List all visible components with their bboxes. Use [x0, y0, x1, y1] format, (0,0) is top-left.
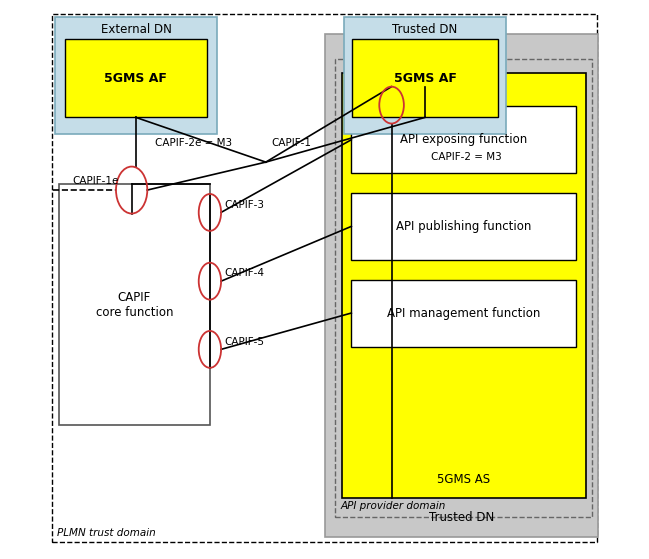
Text: PLMN trust domain: PLMN trust domain [57, 528, 156, 538]
Bar [351, 106, 576, 173]
Bar [324, 34, 598, 537]
Text: CAPIF-2e = M3: CAPIF-2e = M3 [155, 138, 232, 148]
Text: Trusted DN: Trusted DN [429, 511, 494, 524]
Bar [55, 17, 217, 134]
Bar [351, 280, 576, 347]
Text: API exposing function: API exposing function [400, 133, 528, 146]
Text: CAPIF-1: CAPIF-1 [271, 138, 312, 148]
Text: CAPIF-5: CAPIF-5 [224, 337, 264, 347]
Bar [344, 17, 506, 134]
Text: 5GMS AS: 5GMS AS [437, 473, 491, 486]
Text: API publishing function: API publishing function [396, 220, 532, 233]
Text: Trusted DN: Trusted DN [393, 23, 458, 36]
Bar [351, 193, 576, 260]
Bar [335, 59, 592, 517]
Bar [352, 39, 498, 117]
Text: CAPIF
core function: CAPIF core function [95, 291, 173, 319]
Bar [64, 39, 207, 117]
Bar [59, 184, 210, 425]
Text: External DN: External DN [101, 23, 171, 36]
Bar [343, 73, 585, 498]
Text: CAPIF-4: CAPIF-4 [224, 268, 264, 278]
Text: CAPIF-1e: CAPIF-1e [72, 176, 119, 186]
Text: CAPIF-3: CAPIF-3 [224, 200, 264, 210]
Text: API management function: API management function [387, 306, 541, 320]
Text: 5GMS AF: 5GMS AF [104, 72, 167, 85]
Text: API provider domain: API provider domain [340, 501, 445, 511]
Text: 5GMS AF: 5GMS AF [394, 72, 456, 85]
Text: CAPIF-2 = M3: CAPIF-2 = M3 [431, 152, 502, 162]
